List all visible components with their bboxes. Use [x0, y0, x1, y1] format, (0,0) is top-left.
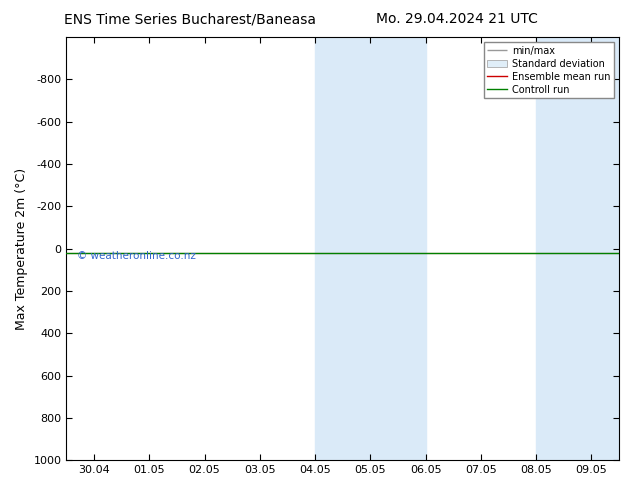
- Text: Mo. 29.04.2024 21 UTC: Mo. 29.04.2024 21 UTC: [375, 12, 538, 26]
- Bar: [536, 37, 619, 460]
- Text: © weatheronline.co.nz: © weatheronline.co.nz: [77, 251, 197, 261]
- Y-axis label: Max Temperature 2m (°C): Max Temperature 2m (°C): [15, 168, 28, 330]
- Legend: min/max, Standard deviation, Ensemble mean run, Controll run: min/max, Standard deviation, Ensemble me…: [484, 42, 614, 98]
- Bar: [315, 37, 425, 460]
- Text: ENS Time Series Bucharest/Baneasa: ENS Time Series Bucharest/Baneasa: [64, 12, 316, 26]
